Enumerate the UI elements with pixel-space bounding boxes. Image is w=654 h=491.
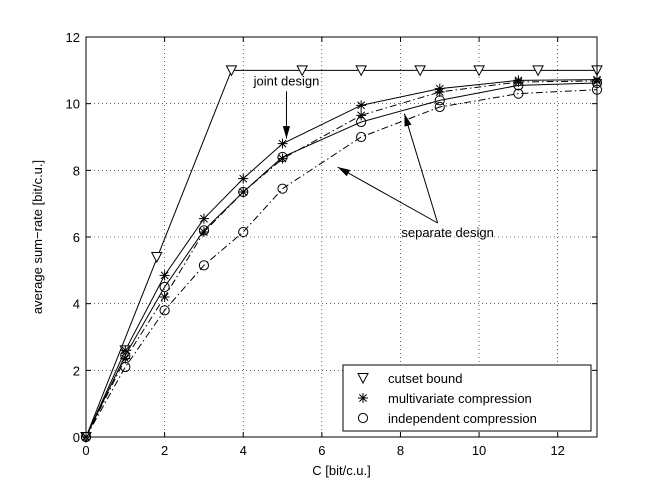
- data-point-triangle-down: [225, 65, 238, 77]
- x-tick-label: 0: [82, 443, 89, 458]
- x-tick-label: 6: [318, 443, 325, 458]
- data-point-star: [277, 138, 288, 149]
- x-tick-label: 2: [161, 443, 168, 458]
- data-point-circle: [159, 281, 170, 293]
- y-tick-label: 4: [73, 297, 80, 312]
- data-point-star: [159, 270, 170, 281]
- y-tick-label: 10: [66, 97, 80, 112]
- legend-label: cutset bound: [388, 371, 462, 386]
- data-point-circle: [513, 88, 524, 99]
- y-tick-label: 12: [66, 30, 80, 45]
- x-tick-label: 10: [472, 443, 486, 458]
- annotation-arrow-head: [404, 113, 412, 127]
- data-point-circle: [120, 361, 131, 373]
- data-point-triangle-down: [355, 65, 367, 77]
- data-point-star: [159, 292, 170, 302]
- series-line-separate-star: [85, 80, 598, 438]
- data-point-star: [277, 153, 288, 164]
- data-point-triangle-down: [473, 65, 485, 77]
- series-line-joint-star: [85, 79, 598, 438]
- plot-frame: [85, 36, 598, 438]
- legend-label: multivariate compression: [388, 391, 532, 406]
- data-point-triangle-down: [296, 65, 309, 77]
- annotation-arrow-head: [282, 126, 291, 139]
- series-line-joint-circle: [85, 82, 598, 438]
- x-axis-label: C [bit/c.u.]: [312, 463, 371, 478]
- data-point-triangle-down: [532, 65, 544, 77]
- y-tick-label: 0: [73, 430, 80, 445]
- annotation-label: separate design: [401, 225, 494, 240]
- data-point-star: [198, 227, 209, 237]
- data-point-star: [238, 187, 249, 197]
- legend-marker-circle: [357, 412, 369, 424]
- data-point-star: [356, 110, 367, 121]
- data-point-star: [198, 213, 209, 224]
- y-tick-label: 8: [73, 163, 80, 178]
- data-point-star: [238, 173, 249, 184]
- legend-box: [342, 364, 592, 432]
- series-line-separate-circle: [85, 89, 598, 438]
- data-point-triangle-down: [150, 252, 163, 264]
- x-tick-label: 4: [240, 443, 247, 458]
- legend: cutset bound multivariate compression inde…: [342, 364, 592, 432]
- legend-marker-triangle-down: [357, 373, 369, 385]
- data-point-circle: [159, 305, 170, 316]
- data-point-star: [120, 353, 131, 364]
- x-tick-label: 12: [550, 443, 564, 458]
- data-point-star: [356, 100, 367, 111]
- data-point-triangle-down: [414, 65, 426, 77]
- data-point-star: [434, 87, 445, 97]
- annotation-label: joint design: [253, 73, 320, 88]
- y-tick-label: 6: [73, 230, 80, 245]
- annotation-arrow-head: [337, 167, 351, 177]
- data-point-circle: [356, 131, 367, 143]
- annotation-arrow-shaft: [337, 166, 438, 224]
- data-point-circle: [198, 260, 210, 271]
- legend-label: independent compression: [388, 411, 537, 426]
- data-point-circle: [277, 183, 288, 194]
- y-axis-label: average sum−rate [bit/c.u.]: [30, 160, 45, 314]
- x-tick-label: 8: [397, 443, 404, 458]
- data-point-star: [513, 77, 524, 87]
- annotation-arrow-shaft: [403, 113, 439, 224]
- data-point-circle: [434, 101, 445, 113]
- data-point-circle: [238, 226, 249, 238]
- y-tick-label: 2: [73, 363, 80, 378]
- legend-marker-star: [358, 393, 368, 403]
- annotations: joint design separate design: [253, 73, 494, 240]
- tick-labels: 0 2 4 6 8 10 12 0 2 4 6 8 10 12: [66, 30, 565, 458]
